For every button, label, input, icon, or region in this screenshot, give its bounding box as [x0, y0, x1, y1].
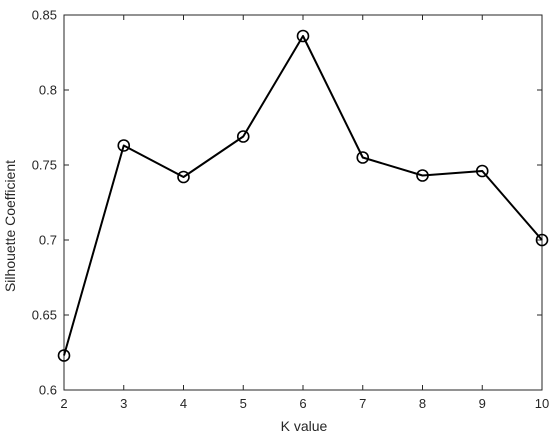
y-tick-label: 0.85: [32, 8, 57, 23]
data-point: [117, 139, 131, 152]
data-point: [535, 233, 549, 247]
y-tick-label: 0.75: [32, 158, 57, 173]
x-tick-label: 9: [479, 396, 486, 411]
data-point: [236, 130, 250, 143]
x-tick-label: 7: [359, 396, 366, 411]
y-axis-label: Silhouette Coefficient: [2, 160, 18, 292]
x-tick-label: 3: [120, 396, 127, 411]
y-tick-label: 0.8: [39, 83, 57, 98]
x-tick-label: 2: [60, 396, 67, 411]
x-tick-label: 10: [535, 396, 549, 411]
plot-area: 2 3 4 5 6 7 8 9 10 0.6 0.65 0.7 0.75 0.8 0.85: [32, 8, 550, 412]
data-point: [475, 164, 489, 178]
x-tick-label: 8: [419, 396, 426, 411]
series-line: [63, 35, 543, 356]
data-point: [416, 169, 429, 182]
x-tick-label: 4: [180, 396, 187, 411]
data-point: [296, 29, 310, 43]
x-tick-label: 6: [299, 396, 306, 411]
x-axis-label: K value: [281, 418, 328, 434]
x-tick-label: 5: [240, 396, 247, 411]
data-point: [356, 151, 370, 164]
data-point: [57, 349, 71, 362]
data-point: [177, 170, 190, 184]
y-tick-label: 0.65: [32, 308, 57, 323]
y-tick-label: 0.7: [39, 233, 57, 248]
y-tick-label: 0.6: [39, 383, 57, 398]
